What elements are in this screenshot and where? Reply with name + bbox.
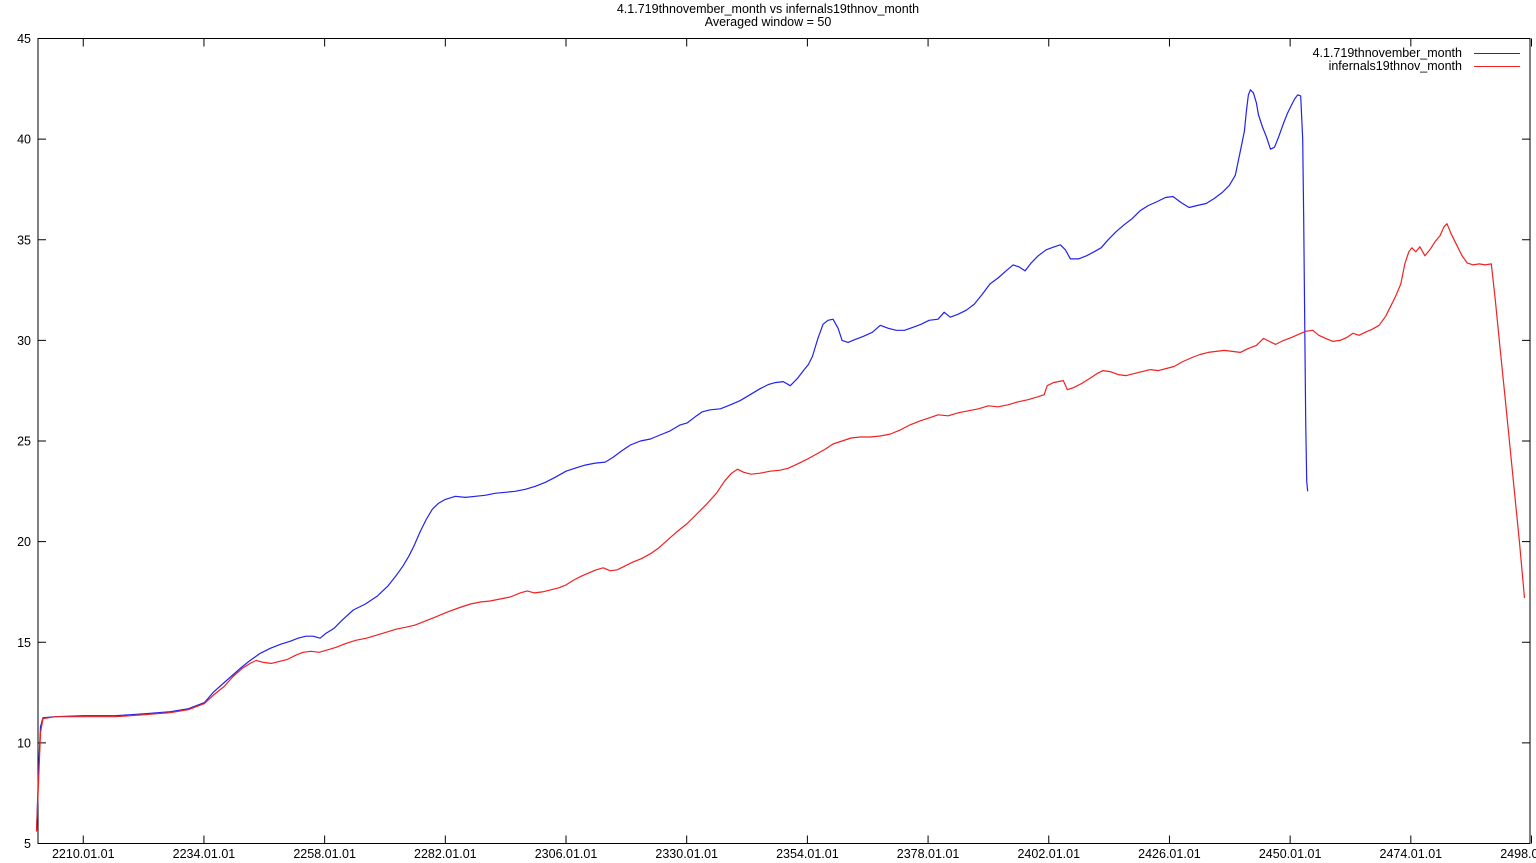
x-tick-label: 2450.01.01: [1259, 847, 1322, 861]
series-line-blue: [35, 89, 1309, 832]
y-tick-label: 15: [17, 636, 31, 650]
legend-label-series-1: 4.1.719thnovember_month: [1312, 46, 1462, 60]
y-tick-label: 45: [17, 32, 31, 46]
x-tick-label: 2282.01.01: [414, 847, 477, 861]
x-tick-label: 2378.01.01: [897, 847, 960, 861]
x-tick-label: 2402.01.01: [1017, 847, 1080, 861]
y-tick-label: 10: [17, 736, 31, 750]
x-tick-label: 2354.01.01: [776, 847, 839, 861]
y-tick-label: 25: [17, 435, 31, 449]
legend-line-sample-blue: [1474, 53, 1520, 54]
x-tick-label: 2330.01.01: [655, 847, 718, 861]
x-tick-label: 2474.01.01: [1380, 847, 1443, 861]
legend-item: infernals19thnov_month: [1313, 60, 1520, 73]
x-tick-label: 2426.01.01: [1138, 847, 1201, 861]
x-tick-label: 2258.01.01: [293, 847, 356, 861]
y-tick-label: 20: [17, 535, 31, 549]
y-tick-label: 5: [24, 837, 31, 851]
y-tick-label: 35: [17, 233, 31, 247]
x-tick-label: 2234.01.01: [173, 847, 236, 861]
legend-line-sample-red: [1474, 66, 1520, 67]
y-tick-label: 30: [17, 334, 31, 348]
legend-item: 4.1.719thnovember_month: [1313, 47, 1520, 60]
legend-label-series-2: infernals19thnov_month: [1328, 59, 1462, 73]
y-tick-label: 40: [17, 133, 31, 147]
x-tick-label: 2498.01.01: [1500, 847, 1536, 861]
series-line-red: [35, 223, 1526, 832]
x-tick-label: 2210.01.01: [52, 847, 115, 861]
x-tick-label: 2306.01.01: [535, 847, 598, 861]
legend: 4.1.719thnovember_month infernals19thnov…: [1313, 47, 1520, 73]
